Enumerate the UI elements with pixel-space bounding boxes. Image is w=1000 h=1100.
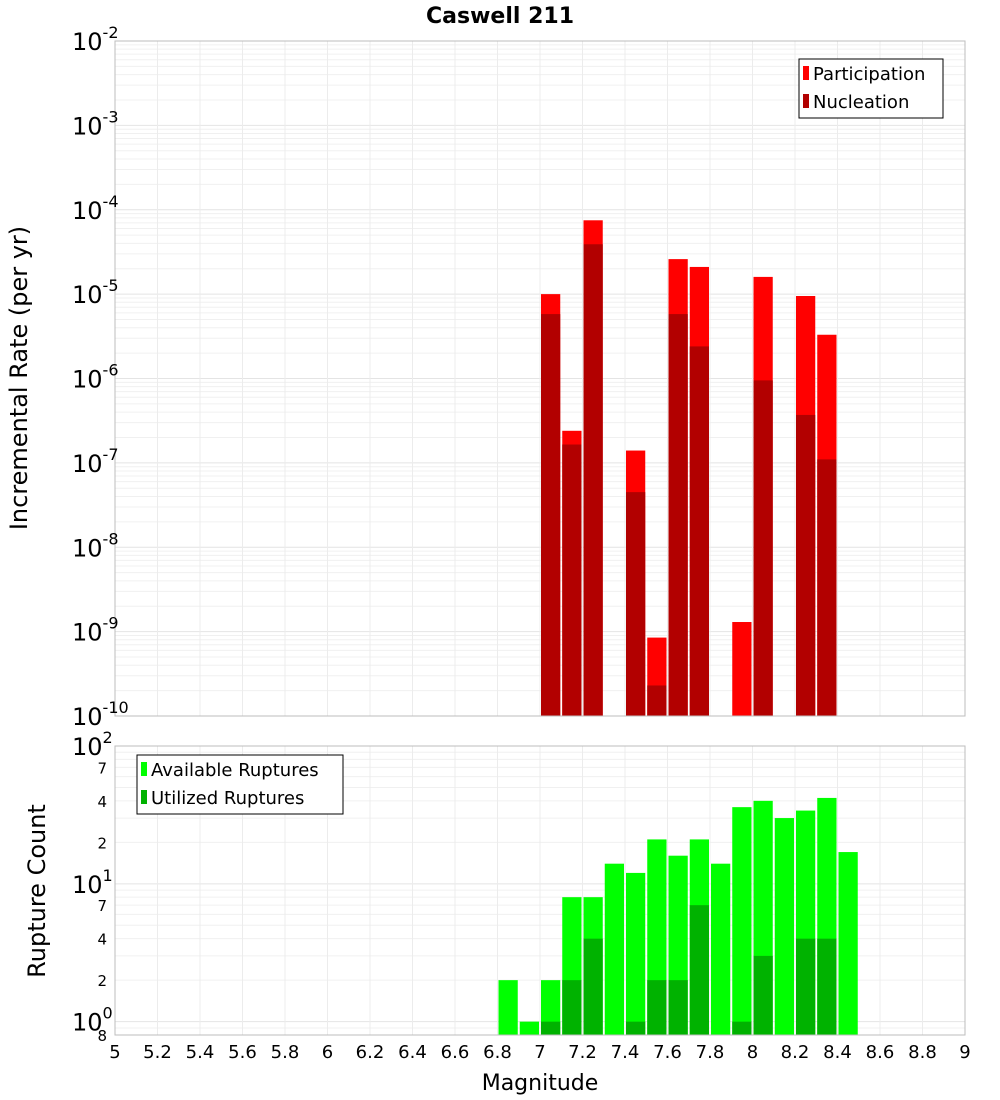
x-tick-label: 6 — [322, 1042, 333, 1063]
legend-swatch — [803, 94, 809, 108]
legend: Available Ruptures Utilized Ruptures — [136, 754, 344, 815]
x-tick-label: 6.2 — [356, 1042, 385, 1063]
x-tick-label: 8.8 — [908, 1042, 937, 1063]
y-tick-label: 10-7 — [72, 445, 119, 478]
bar-available-ruptures — [626, 872, 646, 1035]
x-tick-label: 5.2 — [143, 1042, 172, 1063]
magnitude-axis: 5 5.2 5.4 5.6 5.8 6 6.2 6.4 6.6 6.8 7 7.2 7.4 7.6 7.8 8… — [109, 1042, 970, 1063]
legend-label: Available Ruptures — [151, 760, 319, 781]
bar-available-ruptures — [711, 863, 731, 1035]
bar-nucleation — [689, 346, 709, 716]
y-tick-label: 10-10 — [72, 698, 129, 731]
bar-utilized-ruptures — [583, 938, 603, 1035]
y-tick-label: 10-4 — [72, 192, 119, 225]
plot-frame — [114, 745, 966, 1036]
x-tick-label: 7 — [534, 1042, 545, 1063]
y-tick-label: 10-9 — [72, 614, 119, 647]
bar-nucleation — [753, 380, 773, 716]
magnitude-axis-label: Magnitude — [482, 1071, 599, 1096]
bar-nucleation — [541, 314, 561, 716]
x-tick-label: 7.4 — [611, 1042, 640, 1063]
legend-swatch — [141, 762, 147, 776]
x-tick-label: 6.4 — [398, 1042, 427, 1063]
bar-utilized-ruptures — [668, 980, 688, 1035]
x-tick-label: 8.4 — [823, 1042, 852, 1063]
x-tick-label: 5 — [109, 1042, 120, 1063]
bar-participation — [732, 622, 752, 716]
bar-utilized-ruptures — [541, 1021, 561, 1035]
rate-axis-label: Incremental Rate (per yr) — [5, 226, 33, 530]
bar-utilized-ruptures — [647, 980, 667, 1035]
bar-nucleation — [583, 244, 603, 717]
bar-available-ruptures — [732, 807, 752, 1035]
y-minor-tick-label: 2 — [97, 834, 107, 852]
x-tick-label: 7.6 — [653, 1042, 682, 1063]
y-tick-label: 100 — [72, 1004, 113, 1037]
x-tick-label: 8.6 — [866, 1042, 895, 1063]
y-tick-label: 10-5 — [72, 276, 119, 309]
x-tick-label: 9 — [959, 1042, 970, 1063]
y-tick-label: 101 — [72, 866, 113, 899]
bar-available-ruptures — [838, 852, 858, 1035]
bar-utilized-ruptures — [753, 955, 773, 1035]
y-tick-label: 10-2 — [72, 23, 119, 56]
legend: Participation Nucleation — [798, 58, 944, 119]
bar-nucleation — [817, 459, 837, 716]
legend-swatch — [141, 790, 147, 804]
x-tick-label: 6.6 — [441, 1042, 470, 1063]
bar-available-ruptures — [541, 980, 561, 1035]
bar-utilized-ruptures — [626, 1021, 646, 1035]
bar-nucleation — [668, 314, 688, 716]
bar-nucleation — [626, 492, 646, 716]
bar-available-ruptures — [519, 1021, 539, 1035]
bar-available-ruptures — [498, 980, 518, 1035]
y-minor-tick-label: 4 — [97, 793, 107, 811]
bar-nucleation — [562, 444, 582, 716]
x-tick-label: 5.6 — [228, 1042, 257, 1063]
bar-nucleation — [796, 414, 816, 716]
x-tick-label: 5.4 — [186, 1042, 215, 1063]
x-tick-label: 7.8 — [696, 1042, 725, 1063]
bar-available-ruptures — [604, 863, 624, 1035]
bar-utilized-ruptures — [796, 938, 816, 1035]
legend-label: Nucleation — [813, 92, 909, 113]
y-minor-tick-label: 2 — [97, 972, 107, 990]
y-tick-label: 10-8 — [72, 529, 119, 562]
y-minor-tick-label: 8 — [97, 1027, 107, 1045]
x-tick-label: 8.2 — [781, 1042, 810, 1063]
y-tick-label: 10-3 — [72, 107, 119, 140]
plot-frame — [114, 40, 966, 717]
legend-label: Participation — [813, 64, 925, 85]
x-tick-label: 8 — [747, 1042, 758, 1063]
x-tick-label: 6.8 — [483, 1042, 512, 1063]
bar-available-ruptures — [774, 818, 794, 1035]
legend-box — [798, 58, 944, 119]
legend-swatch — [803, 66, 809, 80]
count-panel: 102 101 100 7 4 2 7 4 2 8 Available Ruptures Utiliz… — [72, 728, 966, 1045]
x-tick-label: 5.8 — [271, 1042, 300, 1063]
y-tick-label: 10-6 — [72, 361, 119, 394]
chart-title: Caswell 211 — [426, 4, 574, 29]
y-minor-tick-label: 4 — [97, 931, 107, 949]
bar-utilized-ruptures — [817, 938, 837, 1035]
bar-utilized-ruptures — [732, 1021, 752, 1035]
bar-utilized-ruptures — [689, 905, 709, 1035]
rate-panel: 10-2 10-3 10-4 10-5 10-6 10-7 10-8 10-9 10-10 Par… — [72, 23, 966, 731]
x-tick-label: 7.2 — [568, 1042, 597, 1063]
legend-box — [136, 754, 344, 815]
legend-label: Utilized Ruptures — [151, 788, 304, 809]
bar-utilized-ruptures — [562, 980, 582, 1035]
y-tick-label: 102 — [72, 728, 113, 761]
y-minor-tick-label: 7 — [97, 759, 107, 777]
count-axis-label: Rupture Count — [23, 804, 51, 978]
bar-nucleation — [647, 685, 667, 716]
y-minor-tick-label: 7 — [97, 897, 107, 915]
